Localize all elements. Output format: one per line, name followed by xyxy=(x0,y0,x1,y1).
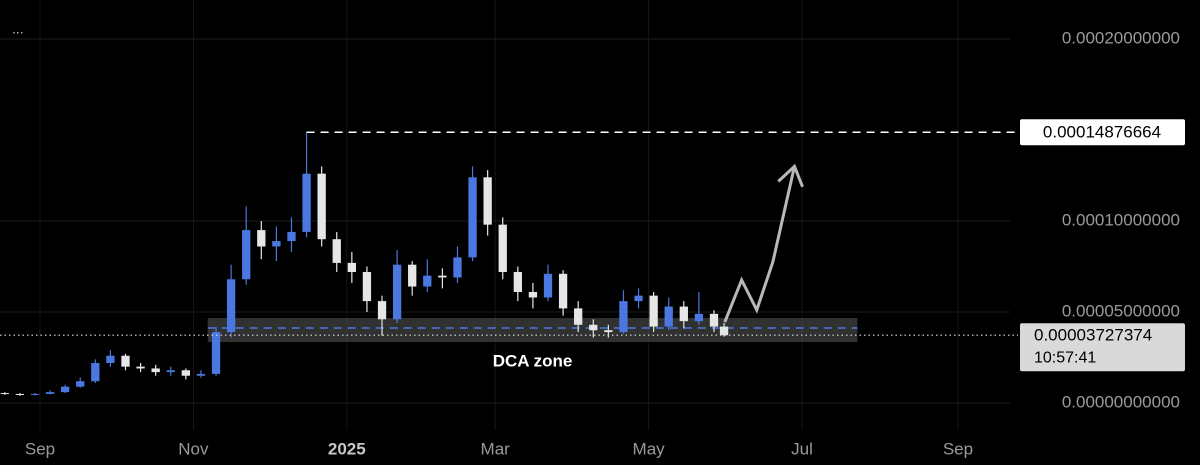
candle-body xyxy=(649,295,658,327)
x-tick-label: 2025 xyxy=(328,439,366,458)
dca-zone xyxy=(207,318,858,343)
last-price-label: 0.00003727374 xyxy=(1034,326,1152,345)
x-tick-label: Jul xyxy=(791,439,813,458)
candle-body xyxy=(91,363,100,382)
projection-arrowhead xyxy=(777,163,804,188)
candle-body xyxy=(392,264,402,320)
candle-body xyxy=(513,271,522,293)
candle-body xyxy=(543,273,553,298)
candle-body xyxy=(151,368,160,373)
candle-body xyxy=(483,177,492,225)
last-price-tag xyxy=(1020,323,1185,372)
x-tick-label: Nov xyxy=(178,439,209,458)
candle-body xyxy=(106,355,115,364)
candle-body xyxy=(287,231,296,242)
countdown: 10:57:41 xyxy=(1034,349,1096,366)
candle-body xyxy=(332,239,341,263)
candle-body xyxy=(453,257,462,278)
x-tick-label: Mar xyxy=(481,439,511,458)
candle-body xyxy=(136,366,145,369)
candle-body xyxy=(589,324,598,331)
candle-body xyxy=(498,224,507,272)
dca-label: DCA zone xyxy=(493,352,573,371)
candle-body xyxy=(45,392,55,394)
y-tick-label: 0.00005000000 xyxy=(1062,302,1180,321)
candle-body xyxy=(317,173,326,240)
candle-body xyxy=(242,230,251,280)
candle-body xyxy=(181,370,191,376)
y-tick-label: 0.00010000000 xyxy=(1062,210,1180,229)
candle-body xyxy=(664,306,673,327)
candle-body xyxy=(679,306,688,322)
candle-body xyxy=(15,393,25,395)
candle-body xyxy=(604,330,613,333)
candle-body xyxy=(709,313,719,327)
peak-label: 0.00014876664 xyxy=(1043,123,1161,142)
candle-body xyxy=(528,292,538,298)
candle-body xyxy=(211,332,221,374)
candle-body xyxy=(408,264,417,287)
candle-body xyxy=(121,355,130,367)
menu[interactable]: ... xyxy=(12,21,24,37)
candle-body xyxy=(468,177,477,258)
candle-body xyxy=(719,326,729,336)
candle-body xyxy=(196,373,206,376)
candle-body xyxy=(423,275,432,287)
candle-body xyxy=(377,301,387,320)
candle-body xyxy=(302,173,311,232)
candle-body xyxy=(347,262,356,272)
candle-body xyxy=(619,301,628,333)
candle-body xyxy=(226,279,236,333)
candle-body xyxy=(76,381,85,387)
candle-body xyxy=(362,271,372,302)
x-tick-label: Sep xyxy=(25,439,55,458)
candle-body xyxy=(60,386,70,393)
candle-body xyxy=(574,308,583,325)
y-tick-label: 0.00000000000 xyxy=(1062,393,1180,412)
candle-body xyxy=(438,275,447,278)
candle-body xyxy=(30,393,40,395)
x-tick-label: May xyxy=(633,439,666,458)
x-tick-label: Sep xyxy=(943,439,973,458)
peak-tag xyxy=(1020,119,1185,146)
projection-path xyxy=(723,166,796,323)
candle-body xyxy=(257,230,266,247)
candle-body xyxy=(558,273,568,309)
candle-body xyxy=(694,313,704,322)
candle-body xyxy=(272,241,281,247)
y-tick-label: 0.00020000000 xyxy=(1062,28,1180,47)
candle-body xyxy=(0,393,9,395)
candle-body xyxy=(166,370,175,373)
candle-body xyxy=(634,295,643,302)
